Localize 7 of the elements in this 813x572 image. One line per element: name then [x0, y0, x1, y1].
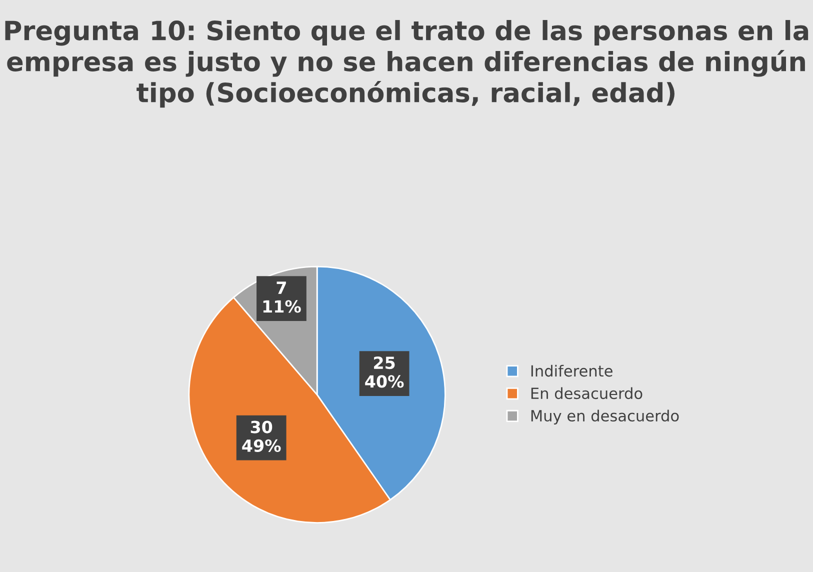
legend-label: Indiferente — [531, 364, 612, 377]
data-label: 7 11% — [263, 282, 301, 313]
legend-label: En desacuerdo — [531, 387, 642, 400]
chart-title: Pregunta 10: Siento que el trato de las personas en la empresa es justo y no se hacen diferencias de ningún tipo (Socioeconómicas, racial, edad) — [5, 20, 808, 108]
data-label: 30 49% — [242, 420, 281, 452]
data-label: 25 40% — [365, 356, 404, 388]
legend-label: Muy en desacuerdo — [531, 410, 679, 424]
